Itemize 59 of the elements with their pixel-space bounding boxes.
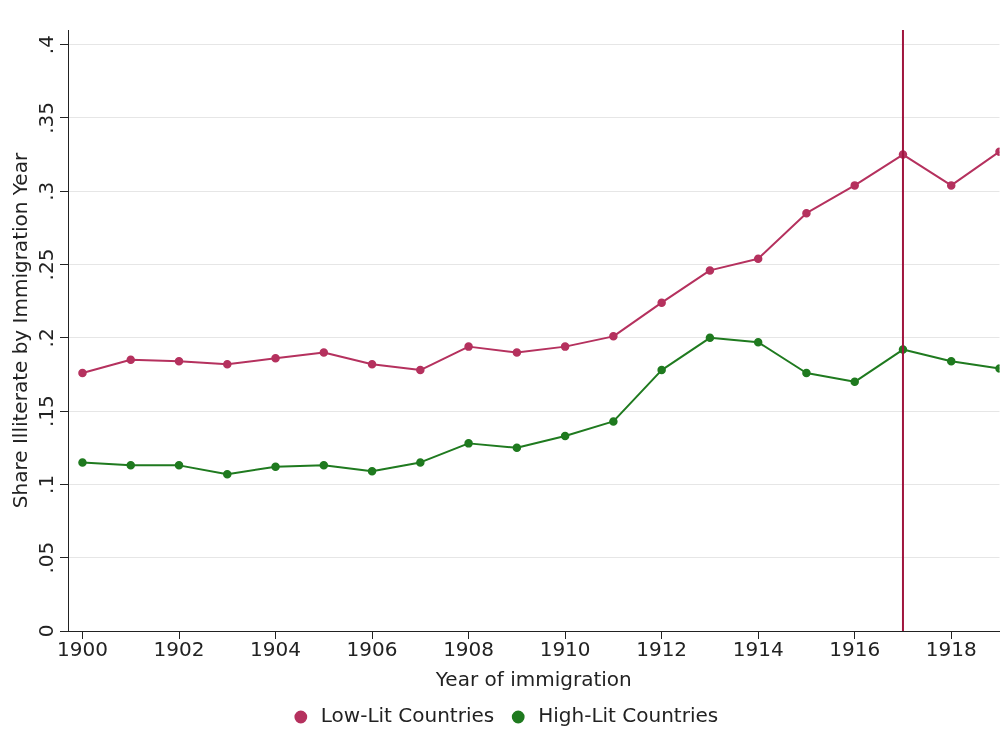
y-tick-label: .1 <box>34 474 59 494</box>
x-tick-label: 1914 <box>732 637 784 662</box>
point <box>705 333 715 343</box>
point <box>367 359 377 369</box>
point <box>850 377 859 387</box>
x-tick-label: 1910 <box>539 637 591 662</box>
point <box>512 443 522 453</box>
x-tick-label: 1916 <box>829 637 881 662</box>
x-tick-label: 1912 <box>636 637 688 662</box>
point <box>416 365 425 375</box>
point <box>78 368 87 378</box>
legend-label: High-Lit Countries <box>538 703 719 728</box>
y-axis-title: Share Illiterate by Immigration Year <box>8 152 33 509</box>
y-tick-label: .4 <box>34 35 59 55</box>
point <box>753 337 763 347</box>
y-tick-label: .05 <box>34 541 59 574</box>
point <box>416 458 425 467</box>
point <box>271 354 280 363</box>
point <box>126 461 135 470</box>
x-axis-title: Year of immigration <box>434 667 632 692</box>
point <box>78 458 87 467</box>
x-tick-label: 1904 <box>250 637 301 662</box>
y-tick-label: .3 <box>34 181 59 201</box>
point <box>753 254 763 263</box>
x-tick-label: 1900 <box>57 637 108 662</box>
point <box>850 181 859 190</box>
point <box>802 368 811 378</box>
x-tick-label: 1906 <box>346 637 398 662</box>
point <box>464 439 473 448</box>
point <box>319 348 329 357</box>
point <box>657 298 666 307</box>
point <box>367 466 377 476</box>
point <box>126 355 135 365</box>
point <box>223 469 232 479</box>
point <box>512 348 522 357</box>
y-tick-label: .25 <box>34 248 59 281</box>
y-tick-label: 0 <box>34 624 59 638</box>
point <box>609 417 618 426</box>
y-tick-label: .2 <box>34 328 59 348</box>
point <box>174 357 184 366</box>
point <box>657 365 666 375</box>
point <box>464 342 473 351</box>
x-tick-label: 1908 <box>443 637 495 662</box>
point <box>560 431 570 441</box>
point <box>609 332 618 341</box>
point <box>271 462 280 472</box>
x-tick-label: 1902 <box>153 637 205 662</box>
point <box>946 357 956 366</box>
legend-label: Low-Lit Countries <box>320 703 495 728</box>
point <box>802 208 811 218</box>
point <box>705 266 715 275</box>
point <box>319 461 329 470</box>
x-tick-label: 1918 <box>925 637 977 662</box>
point <box>946 181 956 190</box>
y-tick-label: .15 <box>34 395 59 428</box>
point <box>174 461 184 470</box>
point <box>223 359 232 369</box>
y-tick-label: .35 <box>34 102 59 134</box>
point <box>560 342 570 351</box>
